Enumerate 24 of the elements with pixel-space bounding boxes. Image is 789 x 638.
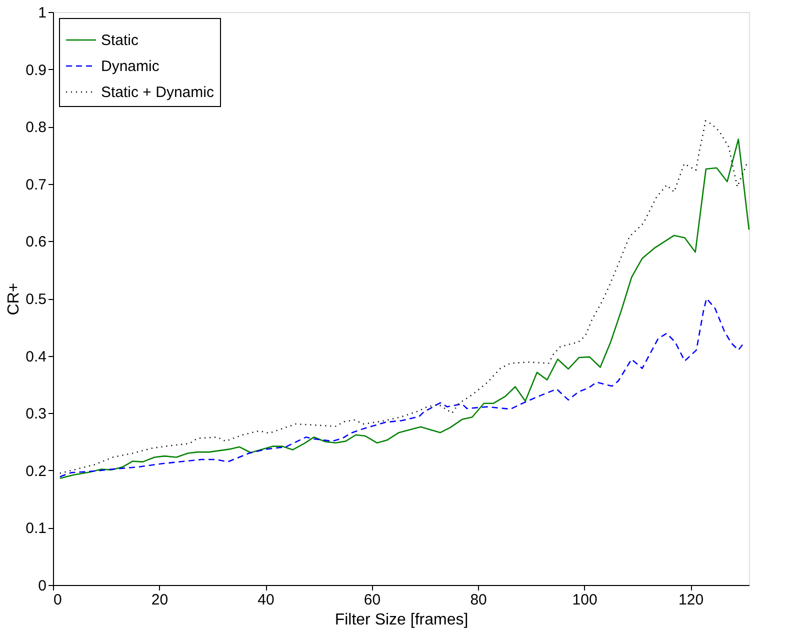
x-tick-label: 80 xyxy=(470,592,487,608)
x-axis-title: Filter Size [frames] xyxy=(334,612,468,628)
y-tick-label: 0.7 xyxy=(26,176,46,194)
y-tick-label: 1 xyxy=(38,4,46,22)
legend-label: Dynamic xyxy=(101,58,160,75)
y-tick-label: 0.8 xyxy=(26,119,46,136)
legend-label: Static xyxy=(101,32,140,49)
x-tick-label: 0 xyxy=(54,592,62,608)
y-axis-title: CR+ xyxy=(6,282,23,316)
y-tick-label: 0.5 xyxy=(26,291,46,308)
legend-label: Static + Dynamic xyxy=(101,84,214,101)
x-tick-label: 120 xyxy=(678,592,704,608)
x-tick-label: 40 xyxy=(258,592,274,608)
x-tick-label: 60 xyxy=(364,592,381,608)
y-tick-label: 0.1 xyxy=(26,520,46,538)
y-tick-label: 0.4 xyxy=(26,348,46,366)
y-tick-label: 0.9 xyxy=(26,62,46,79)
y-tick-label: 0.6 xyxy=(26,234,46,251)
y-tick-label: 0.3 xyxy=(26,406,46,423)
x-tick-label: 100 xyxy=(572,592,598,608)
y-tick-label: 0 xyxy=(38,578,46,594)
line-series xyxy=(59,298,744,478)
x-tick-label: 20 xyxy=(151,592,168,608)
y-tick-label: 0.2 xyxy=(26,462,46,480)
